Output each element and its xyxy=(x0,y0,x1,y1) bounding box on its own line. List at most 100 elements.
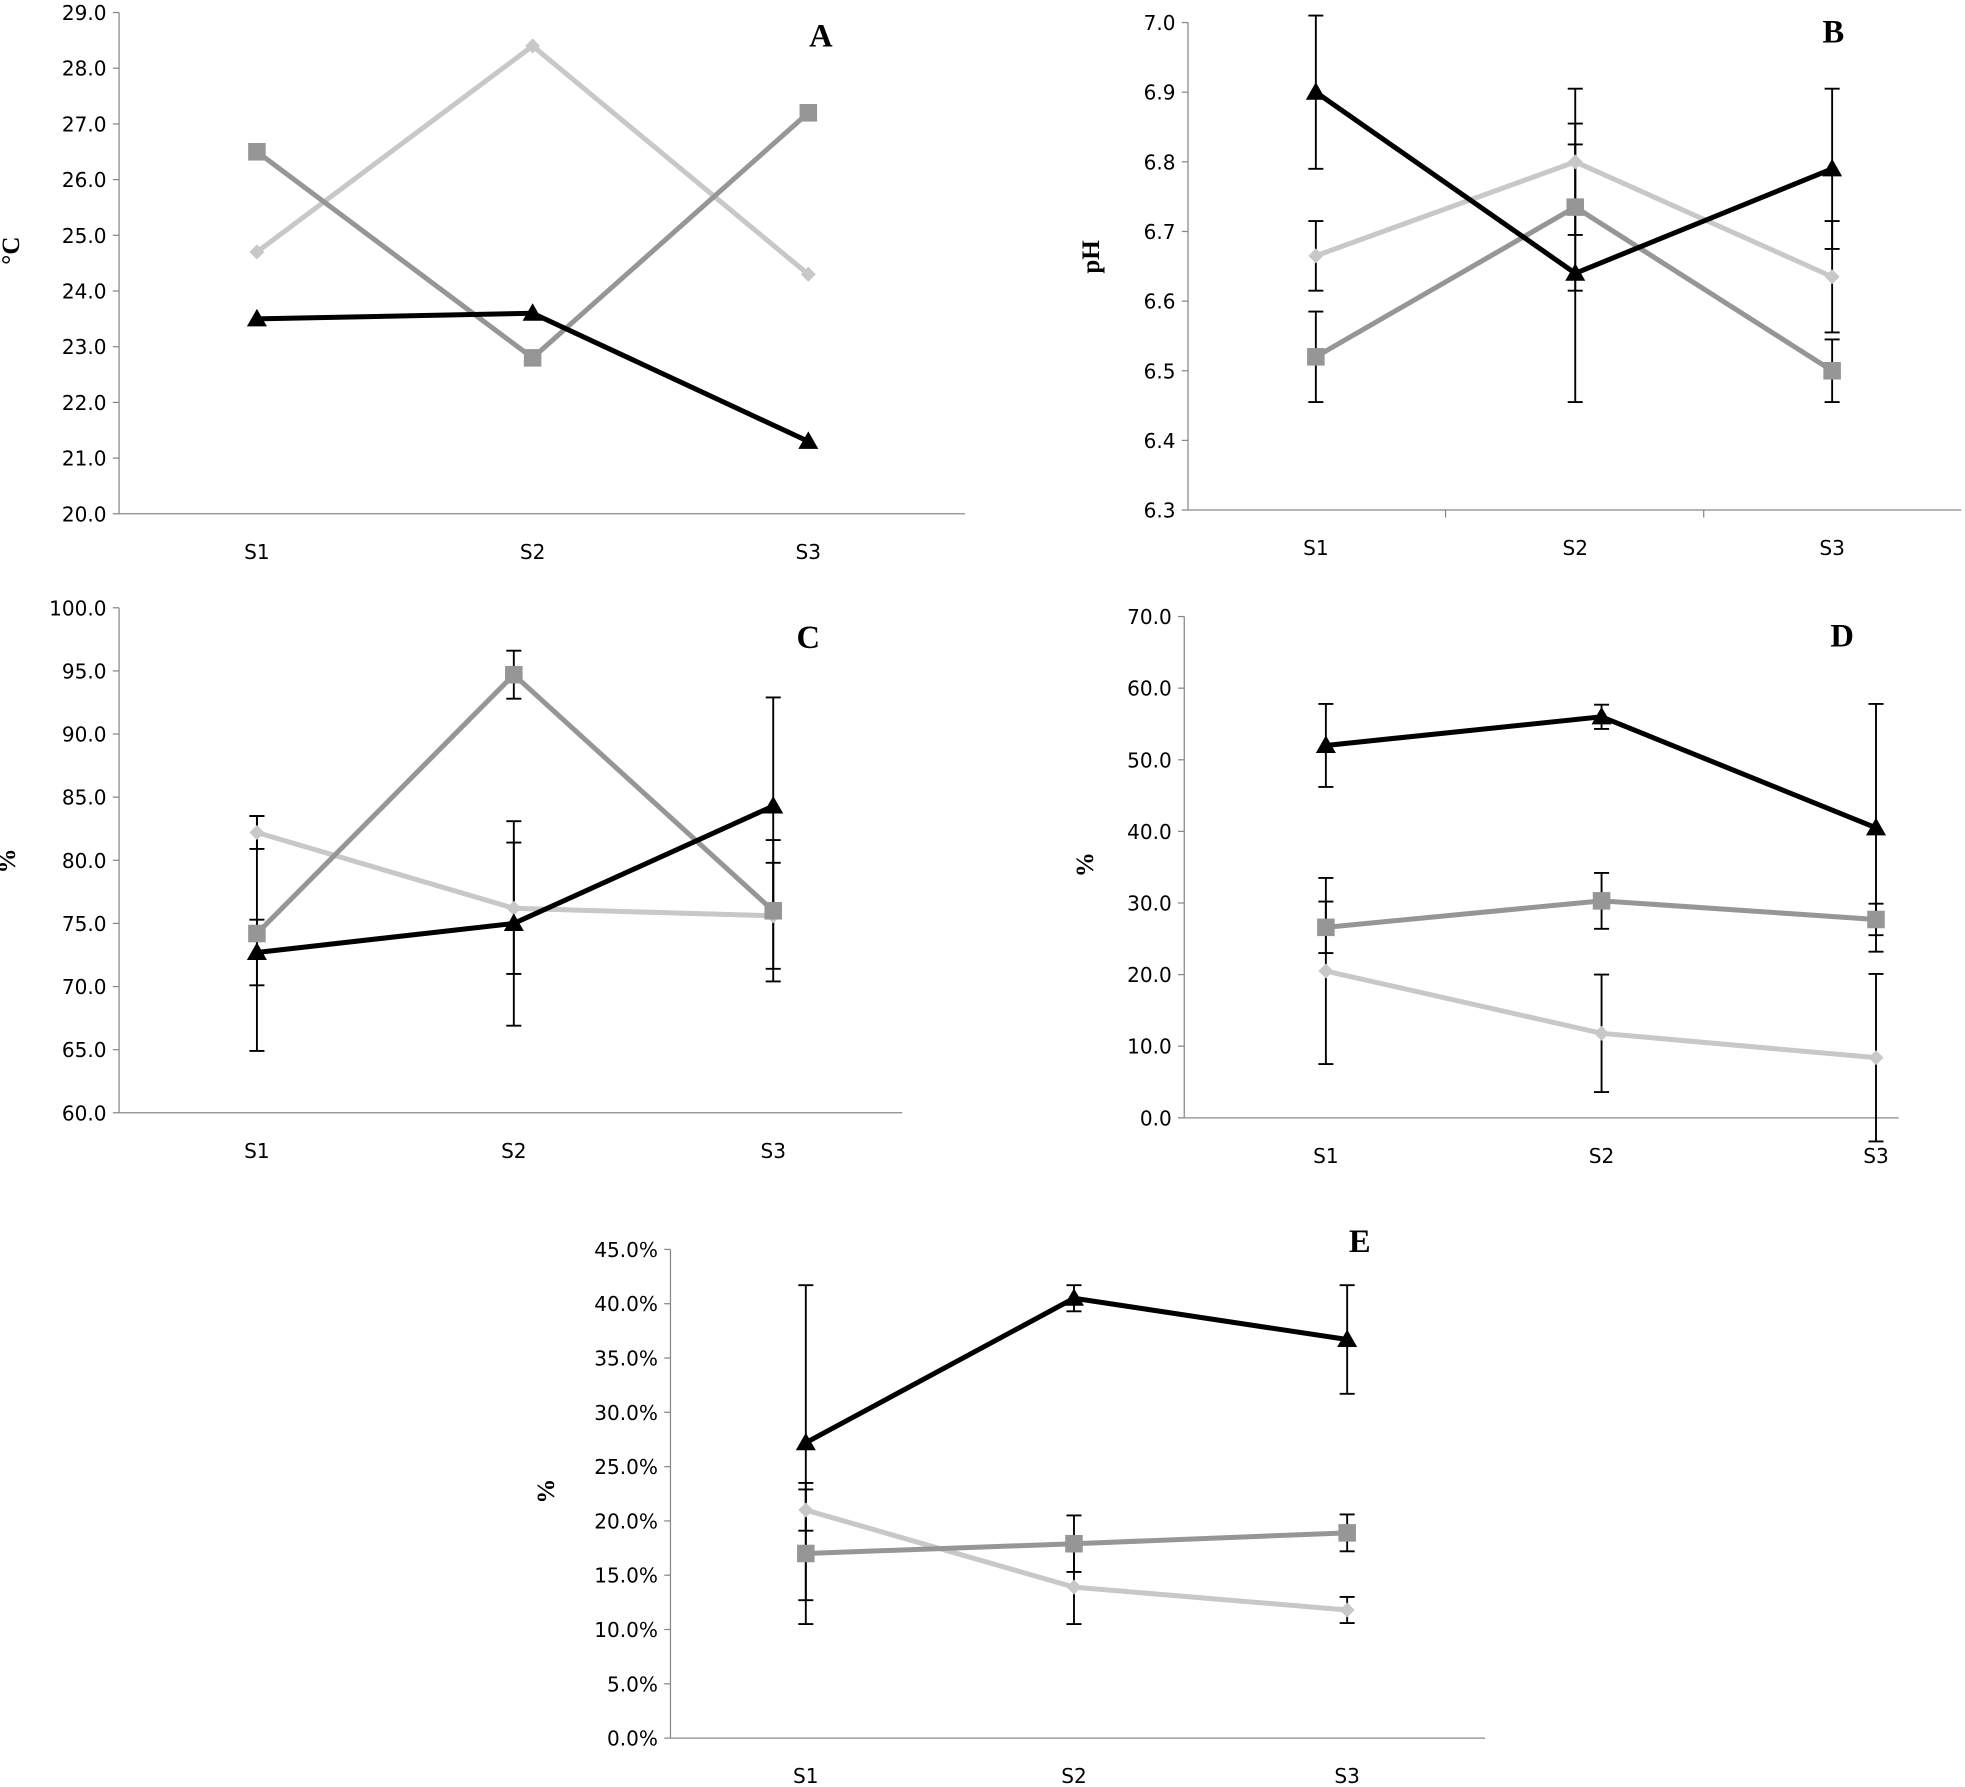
panel: 6.3 6.4 6.5 6.6 6.7 6.8 6.9 7.0 S1 S2 S3 BpH xyxy=(1078,11,1962,560)
y-tick-label: 30.0 xyxy=(1127,892,1172,916)
y-tick-label: 60.0 xyxy=(62,1101,107,1125)
marker xyxy=(522,303,543,321)
y-tick-label: 20.0 xyxy=(62,502,107,526)
y-tick-label: 26.0 xyxy=(62,168,107,192)
y-tick-label: 6.5 xyxy=(1144,359,1176,383)
marker xyxy=(1305,82,1326,100)
marker xyxy=(1867,910,1885,929)
y-tick-label: 5.0% xyxy=(607,1672,658,1696)
y-tick-label: 45.0% xyxy=(594,1238,658,1262)
x-tick-label: S2 xyxy=(1563,536,1588,560)
y-axis-title: % xyxy=(533,1479,560,1504)
marker xyxy=(795,1432,816,1451)
y-tick-label: 25.0% xyxy=(594,1455,658,1479)
marker xyxy=(1824,269,1840,285)
y-tick-label: 24.0 xyxy=(62,280,107,304)
marker xyxy=(506,900,522,916)
marker xyxy=(1317,918,1335,937)
y-tick-label: 23.0 xyxy=(62,335,107,359)
marker xyxy=(1337,1329,1358,1348)
x-tick-label: S1 xyxy=(793,1764,818,1787)
marker xyxy=(503,913,524,931)
y-tick-label: 10.0 xyxy=(1127,1035,1172,1059)
panel: 0.0% 5.0% 10.0% 15.0% 20.0% 25.0% 30.0% 35.0% 40… xyxy=(533,1224,1486,1787)
x-tick-label: S3 xyxy=(760,1139,785,1163)
x-tick-label: S3 xyxy=(1863,1144,1888,1168)
y-tick-label: 25.0 xyxy=(62,224,107,248)
panel-title: E xyxy=(1349,1224,1371,1260)
panel: 20.0 21.0 22.0 23.0 24.0 25.0 26.0 27.0 28.0 29.0… xyxy=(0,1,965,564)
y-tick-label: 30.0% xyxy=(594,1401,658,1425)
y-tick-label: 6.4 xyxy=(1144,429,1176,453)
marker xyxy=(1318,963,1334,979)
y-tick-label: 75.0 xyxy=(62,912,107,936)
marker xyxy=(763,795,784,814)
y-tick-label: 80.0 xyxy=(62,849,107,873)
marker xyxy=(249,824,265,841)
x-tick-label: S1 xyxy=(1303,536,1328,560)
marker xyxy=(1823,361,1841,380)
marker xyxy=(1865,817,1887,836)
y-tick-label: 6.6 xyxy=(1144,290,1176,314)
marker xyxy=(798,1502,814,1518)
panel: 60.0 65.0 70.0 75.0 80.0 85.0 90.0 95.0 100.0 S1 S… xyxy=(0,596,903,1163)
y-tick-label: 28.0 xyxy=(62,57,107,81)
y-tick-label: 15.0% xyxy=(594,1564,658,1588)
y-tick-label: 50.0 xyxy=(1127,748,1172,772)
series-line xyxy=(255,110,810,362)
marker xyxy=(1565,263,1586,281)
y-tick-label: 22.0 xyxy=(62,391,107,415)
y-tick-label: 70.0 xyxy=(62,975,107,999)
marker xyxy=(1566,198,1585,216)
x-tick-label: S3 xyxy=(1819,536,1844,560)
x-tick-label: S3 xyxy=(796,540,821,564)
y-axis-title: % xyxy=(0,848,21,873)
marker xyxy=(1822,158,1843,177)
marker xyxy=(1594,1025,1610,1041)
y-tick-label: 6.8 xyxy=(1144,150,1176,174)
y-tick-label: 85.0 xyxy=(62,786,107,810)
marker xyxy=(1066,1579,1082,1595)
marker xyxy=(1338,1524,1356,1542)
marker xyxy=(525,38,541,54)
y-tick-label: 100.0 xyxy=(49,596,106,620)
marker xyxy=(248,142,266,161)
marker xyxy=(1592,892,1611,910)
y-tick-label: 6.7 xyxy=(1144,220,1176,244)
y-tick-label: 20.0 xyxy=(1127,963,1172,987)
panel-title: D xyxy=(1830,619,1854,655)
y-tick-label: 60.0 xyxy=(1127,677,1172,701)
y-tick-label: 90.0 xyxy=(62,723,107,747)
y-tick-label: 6.9 xyxy=(1144,81,1176,105)
marker xyxy=(1065,1534,1083,1553)
y-tick-label: 70.0 xyxy=(1127,605,1172,629)
y-axis-title: °C xyxy=(0,237,25,265)
y-tick-label: 0.0 xyxy=(1140,1106,1172,1130)
marker xyxy=(764,902,782,920)
y-tick-label: 20.0% xyxy=(594,1509,658,1533)
panel-title: A xyxy=(809,18,833,54)
series-line xyxy=(1325,714,1877,831)
marker xyxy=(1308,248,1324,264)
marker xyxy=(799,104,818,122)
marker xyxy=(798,431,819,449)
y-tick-label: 6.3 xyxy=(1144,499,1176,523)
marker xyxy=(1339,1602,1355,1618)
marker xyxy=(1307,348,1325,366)
marker xyxy=(1063,1288,1085,1306)
marker xyxy=(1315,735,1336,753)
series-line xyxy=(1314,90,1834,277)
x-tick-label: S2 xyxy=(520,540,545,564)
x-tick-label: S2 xyxy=(501,1139,526,1163)
marker xyxy=(1868,1050,1884,1066)
y-tick-label: 7.0 xyxy=(1144,11,1176,35)
marker xyxy=(246,942,267,960)
y-tick-label: 10.0% xyxy=(594,1618,658,1642)
y-tick-label: 40.0 xyxy=(1127,820,1172,844)
x-tick-label: S3 xyxy=(1334,1764,1359,1787)
y-tick-label: 95.0 xyxy=(62,659,107,683)
series-line xyxy=(256,310,810,444)
y-tick-label: 21.0 xyxy=(62,447,107,471)
y-tick-label: 35.0% xyxy=(594,1347,658,1371)
